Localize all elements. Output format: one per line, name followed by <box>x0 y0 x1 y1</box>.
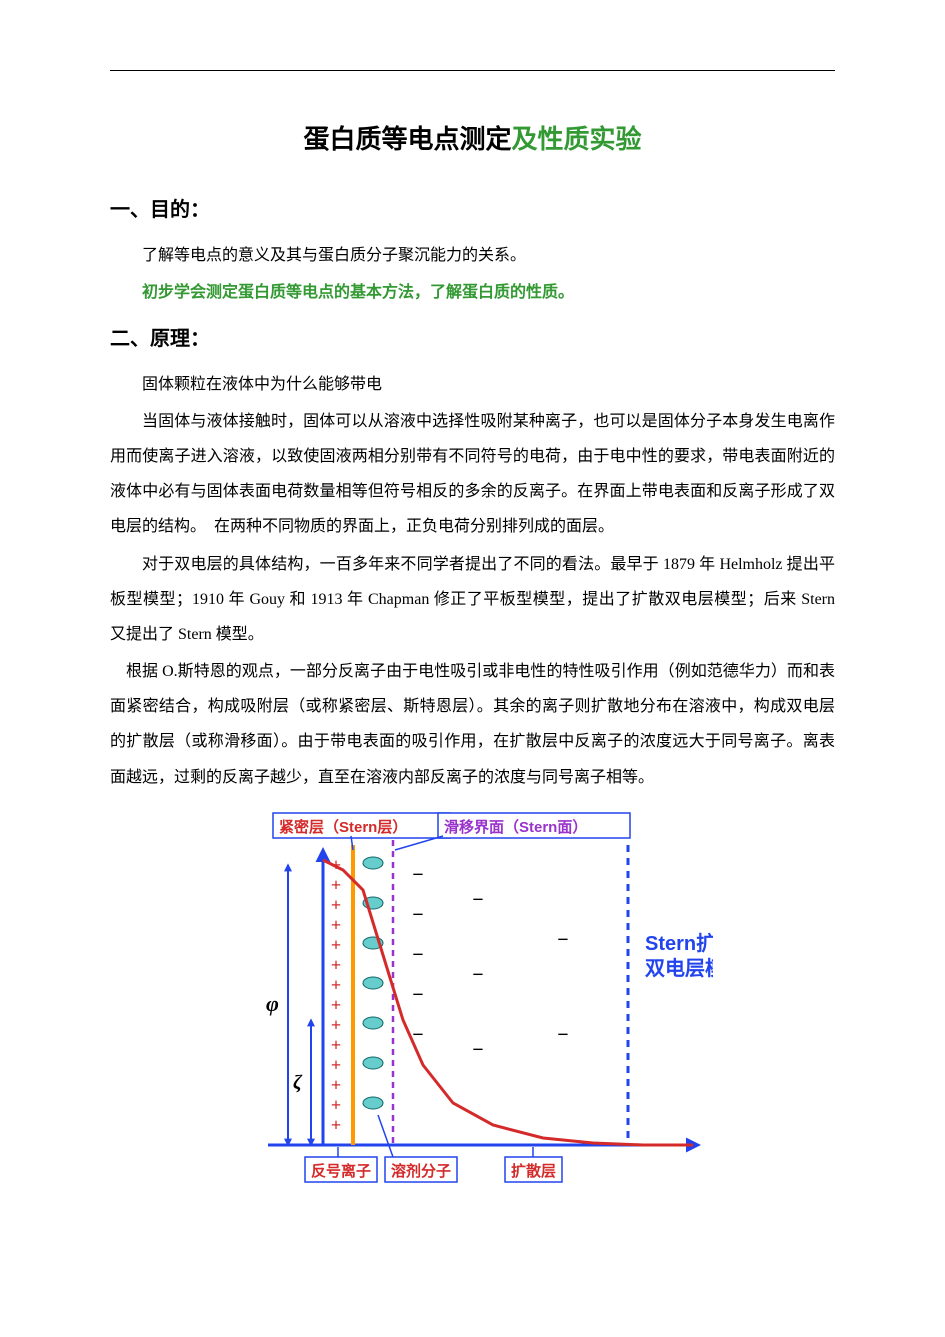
svg-text:+: + <box>330 1035 340 1055</box>
svg-text:φ: φ <box>266 991 279 1016</box>
svg-text:−: − <box>472 889 483 911</box>
svg-text:+: + <box>330 1115 340 1135</box>
svg-text:+: + <box>330 1095 340 1115</box>
svg-text:−: − <box>472 964 483 986</box>
svg-text:+: + <box>330 1075 340 1095</box>
svg-text:+: + <box>330 975 340 995</box>
svg-text:+: + <box>330 1055 340 1075</box>
section-1-p1: 了解等电点的意义及其与蛋白质分子聚沉能力的关系。 <box>110 238 835 273</box>
svg-text:−: − <box>412 944 423 966</box>
svg-text:−: − <box>412 904 423 926</box>
svg-text:双电层模型: 双电层模型 <box>645 956 713 980</box>
top-horizontal-rule <box>110 70 835 71</box>
svg-text:−: − <box>412 984 423 1006</box>
svg-text:+: + <box>330 875 340 895</box>
document-title: 蛋白质等电点测定及性质实验 <box>110 111 835 168</box>
svg-text:+: + <box>330 1015 340 1035</box>
section-2-p2: 当固体与液体接触时，固体可以从溶液中选择性吸附某种离子，也可以是固体分子本身发生… <box>110 404 835 545</box>
svg-text:滑移界面（Stern面）: 滑移界面（Stern面） <box>444 818 587 836</box>
stern-double-layer-diagram: φζ++++++++++++++−−−−−−−−−−Stern扩散双电层模型紧密… <box>233 805 713 1195</box>
svg-text:−: − <box>412 864 423 886</box>
section-2-heading: 二、原理： <box>110 317 835 361</box>
svg-text:−: − <box>557 1024 568 1046</box>
svg-text:扩散层: 扩散层 <box>511 1162 556 1180</box>
svg-text:紧密层（Stern层）: 紧密层（Stern层） <box>279 818 407 836</box>
svg-text:+: + <box>330 955 340 975</box>
svg-text:Stern扩散: Stern扩散 <box>645 931 713 955</box>
svg-text:ζ: ζ <box>293 1071 303 1093</box>
svg-text:−: − <box>557 929 568 951</box>
title-part-green: 及性质实验 <box>512 124 642 154</box>
section-1-heading: 一、目的： <box>110 188 835 232</box>
section-1-p2-green: 初步学会测定蛋白质等电点的基本方法，了解蛋白质的性质。 <box>110 275 835 310</box>
section-2-p1: 固体颗粒在液体中为什么能够带电 <box>110 367 835 402</box>
section-2-p4: 根据 O.斯特恩的观点，一部分反离子由于电性吸引或非电性的特性吸引作用（例如范德… <box>110 654 835 795</box>
title-part-black: 蛋白质等电点测定 <box>303 124 511 154</box>
svg-text:反号离子: 反号离子 <box>311 1162 371 1180</box>
svg-text:+: + <box>330 915 340 935</box>
diagram-container: φζ++++++++++++++−−−−−−−−−−Stern扩散双电层模型紧密… <box>110 805 835 1195</box>
svg-text:−: − <box>472 1039 483 1061</box>
svg-text:溶剂分子: 溶剂分子 <box>391 1162 451 1180</box>
svg-text:+: + <box>330 995 340 1015</box>
svg-text:+: + <box>330 935 340 955</box>
section-2-p3: 对于双电层的具体结构，一百多年来不同学者提出了不同的看法。最早于 1879 年 … <box>110 547 835 653</box>
svg-text:+: + <box>330 895 340 915</box>
